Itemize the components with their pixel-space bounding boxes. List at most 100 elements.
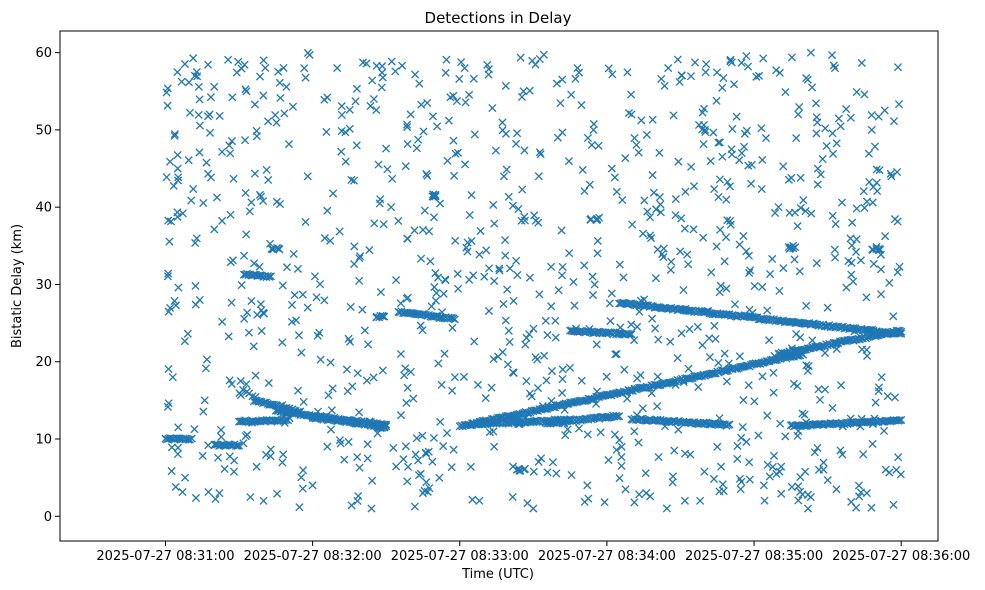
data-point <box>779 264 788 273</box>
data-point <box>750 397 759 406</box>
data-point <box>679 285 688 295</box>
data-point <box>569 277 578 287</box>
data-point <box>289 249 298 259</box>
data-point <box>259 56 268 65</box>
data-point <box>275 199 285 209</box>
data-point <box>720 349 729 358</box>
data-point <box>191 238 200 248</box>
data-point <box>164 399 173 408</box>
data-point <box>220 464 229 474</box>
data-point <box>495 266 504 275</box>
data-point <box>655 192 664 202</box>
data-point <box>759 481 768 490</box>
data-point <box>554 286 563 295</box>
data-point <box>811 99 821 108</box>
data-point <box>717 462 726 471</box>
data-point <box>499 172 508 181</box>
data-point <box>489 355 498 364</box>
data-point <box>627 110 636 119</box>
data-point <box>623 394 632 403</box>
data-point <box>187 196 196 205</box>
data-point <box>416 254 426 263</box>
data-point <box>215 111 224 120</box>
data-point <box>852 204 861 213</box>
data-point <box>558 374 567 384</box>
data-point <box>662 504 671 513</box>
data-point <box>522 333 531 342</box>
data-point <box>512 139 521 148</box>
data-point <box>709 474 719 484</box>
data-point <box>867 503 876 512</box>
data-point <box>592 215 601 224</box>
data-point <box>288 102 298 111</box>
data-point <box>195 95 204 104</box>
data-point <box>803 366 812 375</box>
data-point <box>828 149 838 158</box>
data-point <box>416 469 425 478</box>
data-point <box>435 473 444 482</box>
data-point <box>189 54 198 63</box>
data-point <box>402 398 411 408</box>
data-point <box>173 176 183 185</box>
data-point <box>165 157 175 166</box>
data-point <box>461 98 470 107</box>
data-point <box>403 293 412 302</box>
data-point <box>426 257 435 266</box>
data-point <box>217 432 226 441</box>
data-point <box>199 407 208 416</box>
data-point <box>264 175 273 185</box>
data-point <box>274 67 283 76</box>
data-point <box>651 324 660 333</box>
data-point <box>230 456 239 465</box>
data-point <box>612 349 621 359</box>
data-point <box>523 499 532 508</box>
data-point <box>593 236 602 245</box>
data-point <box>774 203 783 212</box>
data-point <box>637 116 646 125</box>
data-point <box>607 289 616 298</box>
data-point <box>632 140 641 149</box>
y-axis: 0 10 20 30 40 50 60 <box>35 46 60 525</box>
data-point <box>293 264 303 273</box>
data-point <box>831 219 840 229</box>
data-point <box>512 256 521 265</box>
data-point <box>765 269 775 279</box>
data-point <box>573 64 582 73</box>
data-point <box>389 443 398 452</box>
data-point <box>481 394 490 403</box>
data-point <box>813 443 822 452</box>
data-point <box>557 226 566 235</box>
data-point <box>590 280 599 289</box>
data-point <box>813 118 822 127</box>
data-point <box>608 70 617 79</box>
data-point <box>660 422 670 431</box>
data-point <box>856 256 865 265</box>
data-point <box>784 175 793 184</box>
data-point <box>564 157 573 166</box>
data-point <box>587 140 596 150</box>
data-point <box>735 240 744 249</box>
data-point <box>298 484 307 493</box>
data-point <box>429 192 438 201</box>
data-point <box>348 382 357 391</box>
data-point <box>642 130 651 139</box>
data-point <box>204 169 213 178</box>
data-point <box>185 108 195 117</box>
data-point <box>344 437 353 447</box>
data-point <box>768 254 777 264</box>
data-point <box>567 471 576 480</box>
data-point <box>340 455 349 464</box>
data-point <box>856 488 865 497</box>
data-point <box>410 502 419 511</box>
data-point <box>615 260 624 269</box>
data-point <box>893 63 903 72</box>
x-tick-label: 2025-07-27 08:35:00 <box>685 549 823 564</box>
data-point <box>543 468 552 477</box>
data-point <box>372 105 381 115</box>
data-point <box>565 249 574 258</box>
data-point <box>724 359 733 368</box>
data-point <box>271 111 280 120</box>
data-point <box>739 231 748 241</box>
data-point <box>856 422 865 431</box>
